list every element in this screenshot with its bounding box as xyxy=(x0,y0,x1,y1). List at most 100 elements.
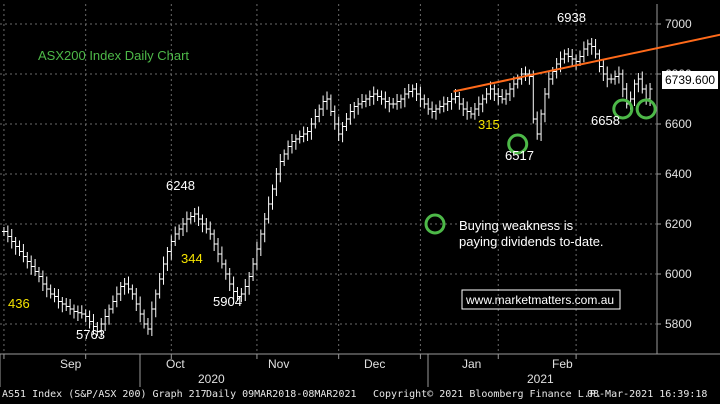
resistance-trendline xyxy=(453,33,720,93)
ohlc-bar xyxy=(184,211,190,233)
ohlc-bar xyxy=(17,240,23,256)
ohlc-bar xyxy=(60,297,65,313)
ohlc-bar xyxy=(371,86,377,105)
ohlc-bar xyxy=(387,97,392,113)
price-annotation: 6248 xyxy=(166,178,195,193)
x-tick-label: Sep xyxy=(60,357,82,371)
footer-timestamp: 08-Mar-2021 16:39:18 xyxy=(587,389,708,400)
ohlc-bar xyxy=(204,218,209,234)
ohlc-bar xyxy=(161,256,167,285)
footer-range: Daily 09MAR2018-08MAR2021 xyxy=(206,389,357,400)
ohlc-bar xyxy=(169,235,174,260)
watermark-text: www.marketmatters.com.au xyxy=(465,293,614,307)
ohlc-bar xyxy=(344,113,349,131)
ohlc-bar xyxy=(574,54,579,70)
ohlc-bar xyxy=(270,184,276,210)
ohlc-bar xyxy=(348,104,353,125)
ohlc-bar xyxy=(52,288,58,303)
ohlc-bar xyxy=(180,218,186,236)
ohlc-bar xyxy=(325,91,330,110)
price-annotation: 344 xyxy=(181,251,203,266)
ohlc-bar xyxy=(87,310,93,329)
overlay: 6938 6248 5904 5763 6517 6658 436 344 315 xyxy=(8,10,720,342)
ohlc-bar xyxy=(472,103,478,120)
ohlc-bar xyxy=(200,214,205,233)
ohlc-bar xyxy=(500,89,505,104)
price-annotation: 6938 xyxy=(557,10,586,25)
ohlc-bar xyxy=(616,66,622,84)
x-axis: Sep Oct Nov Dec Jan Feb xyxy=(0,354,577,387)
ohlc-bar xyxy=(504,89,509,105)
ohlc-bar xyxy=(153,289,159,318)
ohlc-bar xyxy=(79,305,85,319)
ohlc-bar xyxy=(601,60,606,81)
ohlc-bar xyxy=(430,101,435,119)
ohlc-bar xyxy=(251,258,256,281)
ohlc-bar xyxy=(29,255,34,275)
ohlc-bar xyxy=(266,196,272,224)
legend-note-line2: paying dividends to-date. xyxy=(459,234,604,249)
ohlc-bar xyxy=(177,224,182,240)
ohlc-bar xyxy=(340,122,346,143)
ohlc-bar xyxy=(5,225,11,243)
ohlc-bar xyxy=(379,90,384,105)
ohlc-bar xyxy=(398,94,404,109)
ohlc-bar xyxy=(36,267,42,283)
ohlc-bar xyxy=(305,127,311,141)
ohlc-bar xyxy=(208,221,213,240)
x-tick-label: Oct xyxy=(166,357,185,371)
ohlc-bar xyxy=(145,318,151,335)
ohlc-bar xyxy=(433,104,439,120)
ohlc-bar xyxy=(465,101,470,120)
ohlc-bar xyxy=(219,246,225,269)
ohlc-bar xyxy=(258,229,264,256)
ohlc-bar xyxy=(33,259,38,276)
ohlc-bar xyxy=(640,71,645,94)
ohlc-bar xyxy=(414,83,420,101)
ohlc-bar xyxy=(118,282,124,301)
ohlc-bar xyxy=(484,88,490,104)
highlight-circle xyxy=(507,133,529,155)
ohlc-bar xyxy=(196,206,202,226)
ohlc-bar xyxy=(636,73,641,93)
ohlc-bar xyxy=(227,268,233,291)
ohlc-bar xyxy=(243,279,248,301)
ohlc-bar xyxy=(286,140,291,160)
legend-note: Buying weakness is paying dividends to-d… xyxy=(424,213,604,249)
ohlc-bar xyxy=(332,105,338,130)
ohlc-bar xyxy=(75,305,81,321)
ohlc-bar xyxy=(68,299,73,315)
ohlc-bar xyxy=(313,109,318,129)
ohlc-bar xyxy=(25,252,30,269)
ohlc-bar xyxy=(309,118,314,140)
ohlc-bar xyxy=(107,304,112,325)
ohlc-bar xyxy=(613,70,618,85)
ohlc-bar xyxy=(262,213,268,243)
highlight-circle xyxy=(612,98,634,120)
ohlc-bar xyxy=(449,93,455,110)
price-annotation: 6658 xyxy=(591,113,620,128)
footer-security: AS51 Index (S&P/ASX 200) Graph 217 xyxy=(2,389,207,400)
ohlc-bar xyxy=(620,69,626,98)
ohlc-bar xyxy=(278,154,283,183)
ohlc-bar xyxy=(352,102,357,119)
ohlc-bar xyxy=(589,38,595,55)
price-chart: 5800600062006400660068007000 SepOctNovDe… xyxy=(0,4,720,387)
ohlc-bar xyxy=(426,98,431,115)
ohlc-bar xyxy=(546,71,552,99)
ohlc-bar xyxy=(297,130,303,144)
ohlc-bar xyxy=(21,244,26,263)
ohlc-bar xyxy=(149,301,155,336)
price-box: 6739.600 xyxy=(662,71,718,89)
ohlc-bar xyxy=(570,49,575,66)
price-annotation: 315 xyxy=(478,117,500,132)
y-tick-label: 6600 xyxy=(665,117,692,131)
ohlc-bar xyxy=(114,286,120,308)
ohlc-bar xyxy=(418,86,423,108)
ohlc-bar xyxy=(445,97,451,111)
ohlc-bar xyxy=(48,284,54,299)
ohlc-bar xyxy=(363,94,369,108)
ohlc-bar xyxy=(247,272,252,295)
grid xyxy=(0,4,720,355)
ohlc-bar xyxy=(581,41,587,63)
